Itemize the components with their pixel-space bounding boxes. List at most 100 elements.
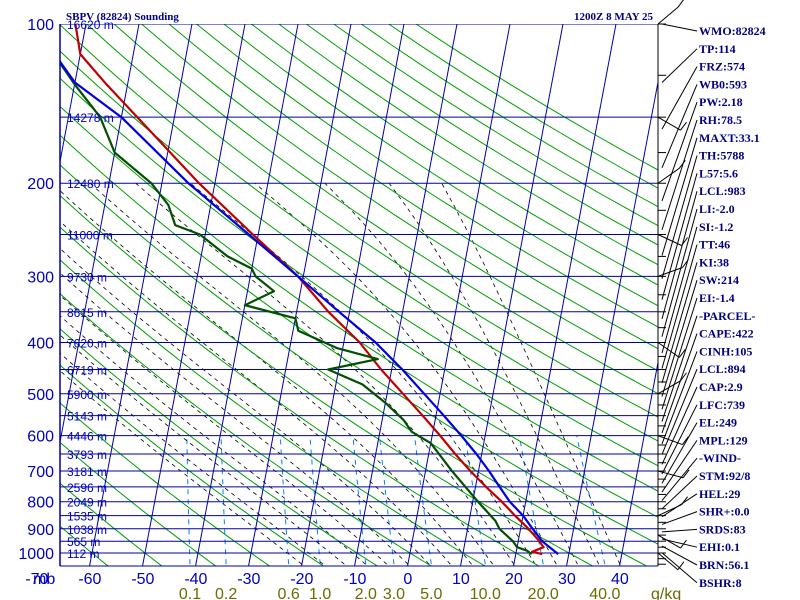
index-item: RH:78.5 [699,113,742,127]
mixing-ratio-line [576,435,606,565]
wind-barb-flag [680,372,687,382]
axis-labels: 1002003004005006007008009001000mb-80-70-… [18,17,681,600]
station-title: SBPV (82824) Sounding [66,11,179,23]
wind-barb-flag [682,436,689,445]
moist-adiabat [324,182,578,565]
dry-adiabat [306,24,658,246]
height-label: 7620 m [67,336,107,350]
pressure-tick-label: 300 [27,269,54,286]
height-label: 112 m [67,547,99,561]
isotherm [0,24,33,566]
wind-barb [657,267,683,277]
height-label: 16620 m [67,18,114,32]
isotherm [60,24,140,445]
mixing-ratio-label: 1.0 [309,586,331,600]
index-leader [661,538,698,548]
height-label: 3793 m [67,448,107,462]
mixing-ratio-line [220,435,227,565]
height-label: 12480 m [67,177,114,191]
pressure-tick-label: 100 [27,17,54,34]
temperature-tick-label: -20 [290,571,313,588]
dry-adiabat [141,24,658,372]
mixing-ratio-line [414,435,432,565]
isotherm [460,24,564,566]
dry-adiabat [60,105,658,518]
isotherm [354,24,458,566]
dewpoint-trace [60,24,533,555]
index-leader [661,173,698,300]
height-label: 4446 m [67,430,107,444]
height-label: 2596 m [67,481,107,495]
moist-adiabat [135,182,515,565]
index-item: CAPE:422 [699,327,754,341]
height-label: 9730 m [67,270,107,284]
pressure-tick-label: 800 [27,495,54,512]
index-item: LFC:739 [699,398,745,412]
temperature-tick-label: -10 [343,571,366,588]
height-label: 1038 m [67,523,107,537]
index-leader [661,84,698,168]
index-leader [661,191,698,320]
height-label: 3181 m [67,465,107,479]
index-item: KI:38 [699,255,729,269]
moist-adiabat [60,370,303,565]
index-leader [661,155,698,279]
isotherm [301,24,405,566]
index-leader [661,528,698,533]
index-item: LI:-2.0 [699,202,735,216]
sounding-traces [60,24,559,556]
temperature-tick-label: 0 [403,571,412,588]
temperature-tick-label: -70 [25,571,48,588]
isotherm [566,79,658,566]
dry-adiabat [60,24,658,442]
temperature-tick-label: 30 [558,571,576,588]
isotherm [513,24,617,566]
dry-adiabat [60,50,658,467]
wind-barb [657,167,680,184]
height-label: 8615 m [67,306,107,320]
index-item: BRN:56.1 [699,558,749,572]
mixing-ratio-label: 40.0 [589,586,620,600]
height-label: 5900 m [67,388,107,402]
index-leader [661,552,698,584]
temperature-trace [74,24,545,556]
pressure-tick-label: 1000 [18,546,54,563]
index-item: LCL:894 [699,362,746,376]
index-item: EHI:0.1 [699,540,740,554]
wind-barb [657,534,681,549]
index-leader [661,493,698,518]
index-item: STM:92/8 [699,469,750,483]
wind-barb-flag [677,0,685,8]
index-leader [661,333,698,434]
dry-adiabat [60,364,325,566]
index-leader [661,119,698,231]
moist-adiabat [60,247,430,565]
index-item: TP:114 [699,42,736,56]
index-leader [661,369,698,455]
height-label: 565 m [67,535,100,549]
temperature-tick-label: -30 [237,571,260,588]
index-leader [661,404,698,475]
temperature-tick-label: 20 [505,571,523,588]
index-item: -PARCEL- [699,309,755,323]
index-item: SI:-1.2 [699,220,733,234]
index-item: L57:5.6 [699,166,738,180]
height-label: 5143 m [67,410,107,424]
index-leader [661,48,698,83]
dry-adiabat [278,24,658,266]
wind-barb [657,552,679,571]
height-label: 14278 m [67,111,114,125]
index-item: WB0:593 [699,77,747,91]
moist-adiabat [254,182,557,565]
index-leader [661,475,698,510]
mixing-ratio-label: 10.0 [470,586,501,600]
index-leader [661,226,698,354]
moist-adiabat [60,294,387,565]
pressure-tick-label: 400 [27,335,54,352]
index-item: MAXT:33.1 [699,131,760,145]
index-item: FRZ:574 [699,60,745,74]
isobars [60,24,658,554]
wind-barb [657,6,679,25]
moist-adiabat [60,352,324,565]
height-label: 6719 m [67,364,107,378]
